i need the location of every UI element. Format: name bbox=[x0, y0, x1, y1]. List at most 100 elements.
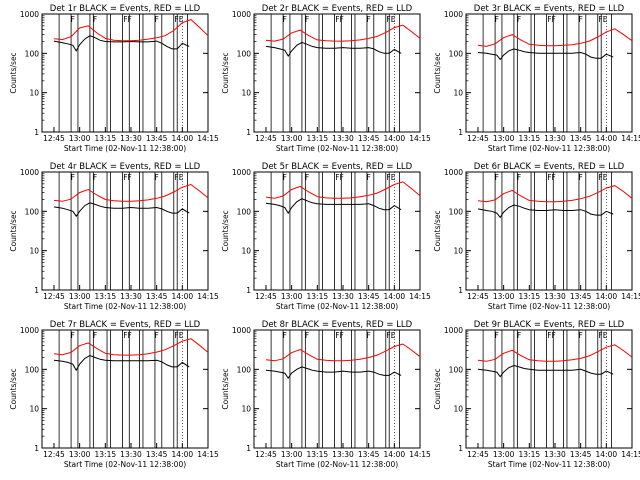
x-tick-label: 12:45 bbox=[467, 134, 489, 143]
x-tick-label: 13:30 bbox=[120, 292, 142, 301]
x-tick-label: 13:45 bbox=[146, 292, 168, 301]
x-tick-label: 14:15 bbox=[409, 134, 431, 143]
flag-label: FF bbox=[123, 331, 132, 340]
x-tick-label: 13:15 bbox=[95, 134, 117, 143]
flag-label: FE bbox=[386, 331, 395, 340]
y-axis-label: Counts/sec bbox=[9, 368, 18, 409]
y-tick-label: 1 bbox=[458, 444, 463, 453]
y-tick-label: 1000 bbox=[20, 168, 39, 177]
flag-label: FE bbox=[386, 15, 395, 24]
y-tick-label: 100 bbox=[449, 207, 464, 216]
series-line-lld bbox=[477, 344, 633, 362]
flag-label: FF bbox=[335, 15, 344, 24]
series-line-lld bbox=[477, 28, 633, 47]
y-tick-label: 100 bbox=[449, 49, 464, 58]
x-axis-label: Start Time (02-Nov-11 12:38:00) bbox=[276, 302, 398, 311]
flag-label: F bbox=[578, 15, 582, 24]
x-axis-label: Start Time (02-Nov-11 12:38:00) bbox=[488, 302, 610, 311]
flag-label: FF bbox=[547, 15, 556, 24]
y-tick-label: 1 bbox=[246, 128, 251, 137]
flag-label: F bbox=[71, 173, 75, 182]
series-line-lld bbox=[53, 19, 209, 42]
x-tick-label: 13:15 bbox=[519, 292, 541, 301]
x-tick-label: 13:45 bbox=[358, 292, 380, 301]
x-tick-label: 13:15 bbox=[307, 134, 329, 143]
x-axis-label: Start Time (02-Nov-11 12:38:00) bbox=[64, 302, 186, 311]
flag-label: F bbox=[517, 15, 521, 24]
x-tick-label: 13:30 bbox=[332, 292, 354, 301]
x-tick-label: 13:00 bbox=[69, 292, 91, 301]
y-tick-label: 100 bbox=[25, 49, 40, 58]
x-tick-label: 13:30 bbox=[544, 292, 566, 301]
x-tick-label: 14:00 bbox=[172, 450, 194, 459]
plot-frame bbox=[465, 329, 633, 449]
x-axis-label: Start Time (02-Nov-11 12:38:00) bbox=[276, 460, 398, 469]
y-tick-label: 100 bbox=[237, 207, 252, 216]
y-tick-label: 1000 bbox=[20, 326, 39, 335]
y-axis-label: Counts/sec bbox=[221, 52, 230, 93]
y-tick-label: 100 bbox=[25, 207, 40, 216]
y-tick-label: 1000 bbox=[232, 168, 251, 177]
flag-label: FF bbox=[123, 15, 132, 24]
x-tick-label: 13:00 bbox=[493, 450, 515, 459]
x-tick-label: 13:00 bbox=[281, 292, 303, 301]
x-tick-label: 13:30 bbox=[120, 450, 142, 459]
panel-title: Det 3r BLACK = Events, RED = LLD bbox=[474, 4, 625, 14]
x-tick-label: 13:00 bbox=[281, 450, 303, 459]
plot-frame bbox=[253, 171, 421, 291]
panel-title: Det 1r BLACK = Events, RED = LLD bbox=[50, 4, 201, 14]
plot-frame bbox=[465, 171, 633, 291]
y-tick-label: 10 bbox=[29, 89, 39, 98]
flag-label: F bbox=[578, 331, 582, 340]
series-line-events bbox=[53, 202, 190, 218]
y-tick-label: 100 bbox=[449, 365, 464, 374]
x-tick-label: 13:30 bbox=[120, 134, 142, 143]
x-tick-label: 13:00 bbox=[493, 134, 515, 143]
x-tick-label: 13:45 bbox=[358, 450, 380, 459]
flag-label: F bbox=[495, 15, 499, 24]
x-tick-label: 12:45 bbox=[43, 450, 65, 459]
plot-frame bbox=[465, 13, 633, 133]
x-tick-label: 13:00 bbox=[69, 450, 91, 459]
x-tick-label: 13:45 bbox=[570, 450, 592, 459]
panel-title: Det 9r BLACK = Events, RED = LLD bbox=[474, 320, 625, 330]
x-tick-label: 13:30 bbox=[544, 450, 566, 459]
x-axis-label: Start Time (02-Nov-11 12:38:00) bbox=[276, 144, 398, 153]
series-line-lld bbox=[265, 181, 421, 199]
x-tick-label: 14:15 bbox=[197, 450, 219, 459]
y-tick-label: 1000 bbox=[232, 10, 251, 19]
x-tick-label: 14:15 bbox=[197, 292, 219, 301]
series-line-events bbox=[53, 354, 190, 372]
x-tick-label: 13:45 bbox=[358, 134, 380, 143]
y-tick-label: 1000 bbox=[20, 10, 39, 19]
x-axis-label: Start Time (02-Nov-11 12:38:00) bbox=[488, 144, 610, 153]
series-line-lld bbox=[265, 24, 421, 42]
x-tick-label: 14:15 bbox=[409, 450, 431, 459]
flag-label: FF bbox=[335, 331, 344, 340]
plot-frame bbox=[41, 329, 209, 449]
flag-label: F bbox=[93, 173, 97, 182]
flag-label: F bbox=[517, 331, 521, 340]
flag-label: F bbox=[283, 173, 287, 182]
plot-frame bbox=[41, 13, 209, 133]
flag-label: FE bbox=[174, 15, 183, 24]
flag-label: F bbox=[71, 15, 75, 24]
y-axis-label: Counts/sec bbox=[221, 368, 230, 409]
x-tick-label: 13:30 bbox=[332, 134, 354, 143]
y-tick-label: 10 bbox=[241, 247, 251, 256]
panel-title: Det 5r BLACK = Events, RED = LLD bbox=[262, 162, 413, 172]
y-tick-label: 100 bbox=[237, 49, 252, 58]
y-tick-label: 100 bbox=[237, 365, 252, 374]
x-tick-label: 14:15 bbox=[621, 450, 640, 459]
x-tick-label: 13:15 bbox=[307, 450, 329, 459]
x-axis-label: Start Time (02-Nov-11 12:38:00) bbox=[64, 144, 186, 153]
series-line-events bbox=[265, 41, 402, 58]
